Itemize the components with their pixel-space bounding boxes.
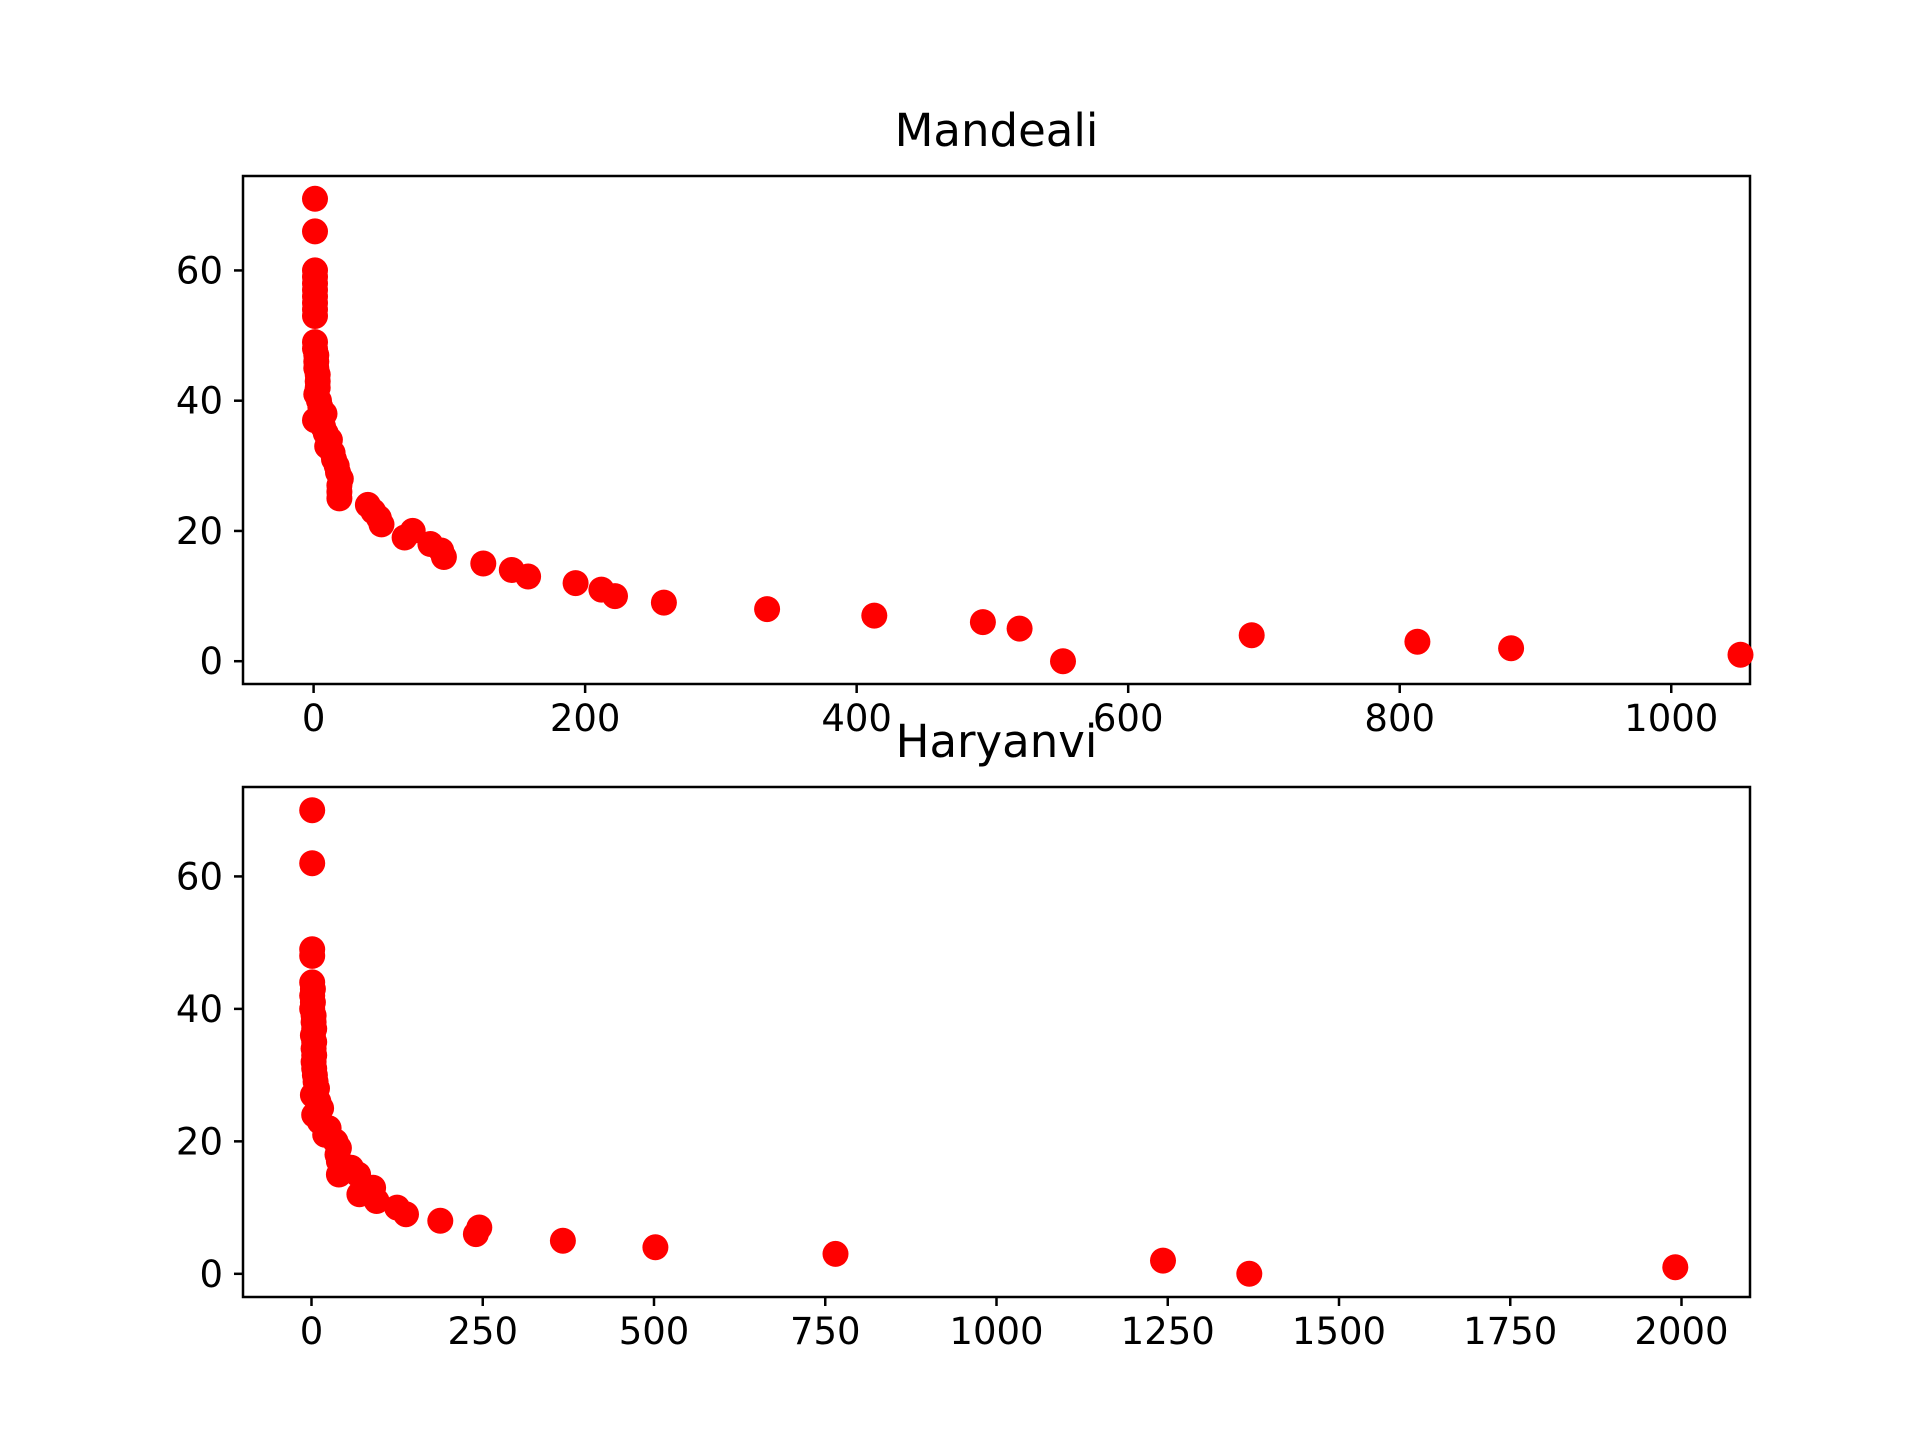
data-point xyxy=(427,1207,454,1234)
data-point xyxy=(299,850,326,877)
data-point xyxy=(1727,641,1754,668)
data-point xyxy=(861,602,888,629)
y-tick-label: 0 xyxy=(199,640,223,683)
x-tick-label: 750 xyxy=(790,1310,861,1353)
data-point xyxy=(754,596,781,623)
x-tick-label: 2000 xyxy=(1634,1310,1728,1353)
points-mandeali xyxy=(302,185,1754,675)
x-tick-label: 1000 xyxy=(949,1310,1043,1353)
chart-title-mandeali: Mandeali xyxy=(895,104,1099,157)
data-point xyxy=(1006,615,1033,642)
data-point xyxy=(1498,635,1525,662)
data-point xyxy=(602,583,628,610)
x-tick-label: 250 xyxy=(447,1310,518,1353)
data-point xyxy=(430,544,457,570)
x-tick-label: 600 xyxy=(1093,697,1164,740)
chart-title-haryanvi: Haryanvi xyxy=(896,715,1098,768)
plot-frame-mandeali xyxy=(241,174,1752,686)
x-tick-label: 1750 xyxy=(1463,1310,1557,1353)
x-tick-label: 1000 xyxy=(1624,697,1718,740)
x-tick-label: 500 xyxy=(619,1310,690,1353)
y-tick-label: 60 xyxy=(176,249,223,292)
data-point xyxy=(302,303,328,329)
x-tick-label: 800 xyxy=(1364,697,1435,740)
x-tick-label: 1250 xyxy=(1121,1310,1215,1353)
data-point xyxy=(1050,648,1076,675)
y-tick-label: 0 xyxy=(199,1253,223,1296)
data-point xyxy=(326,485,353,512)
data-point xyxy=(549,1227,576,1254)
y-tick-label: 60 xyxy=(176,855,223,898)
data-point xyxy=(470,550,497,577)
data-point xyxy=(822,1240,849,1267)
x-tick-label: 400 xyxy=(821,697,892,740)
data-point xyxy=(1238,622,1265,649)
data-point xyxy=(642,1234,669,1261)
data-point xyxy=(368,511,395,538)
data-point xyxy=(299,942,326,969)
y-tick-label: 40 xyxy=(176,380,223,423)
data-point xyxy=(1150,1247,1176,1274)
data-point xyxy=(562,570,589,597)
data-point xyxy=(1404,628,1431,655)
data-point xyxy=(1236,1260,1263,1287)
data-point xyxy=(299,797,326,824)
data-point xyxy=(391,524,418,551)
y-tick-label: 40 xyxy=(176,988,223,1031)
chart-mandeali: Mandeali 0 200 400 600 800 1000 0 20 40 60 xyxy=(176,104,1754,740)
data-point xyxy=(515,563,542,590)
data-point xyxy=(462,1221,489,1248)
data-point xyxy=(393,1201,419,1228)
y-tick-label: 20 xyxy=(176,510,223,553)
points-haryanvi xyxy=(299,797,1689,1287)
data-point xyxy=(969,609,996,636)
chart-haryanvi: 0 250 500 750 1000 1250 1500 1750 2000 0 20 40 60 xyxy=(176,785,1752,1353)
x-tick-label: 0 xyxy=(300,1310,324,1353)
data-point xyxy=(650,589,677,616)
x-tick-label: 0 xyxy=(302,697,326,740)
x-tick-label: 200 xyxy=(550,697,621,740)
axes-haryanvi: 0 250 500 750 1000 1250 1500 1750 2000 0 20 40 60 xyxy=(176,785,1752,1353)
y-tick-label: 20 xyxy=(176,1120,223,1163)
data-point xyxy=(302,218,328,245)
data-point xyxy=(325,1161,352,1188)
x-tick-label: 1500 xyxy=(1292,1310,1386,1353)
data-point xyxy=(302,185,328,212)
axes-mandeali: 0 200 400 600 800 1000 0 20 40 60 xyxy=(176,174,1752,740)
data-point xyxy=(1662,1254,1689,1281)
data-point xyxy=(363,1188,390,1214)
